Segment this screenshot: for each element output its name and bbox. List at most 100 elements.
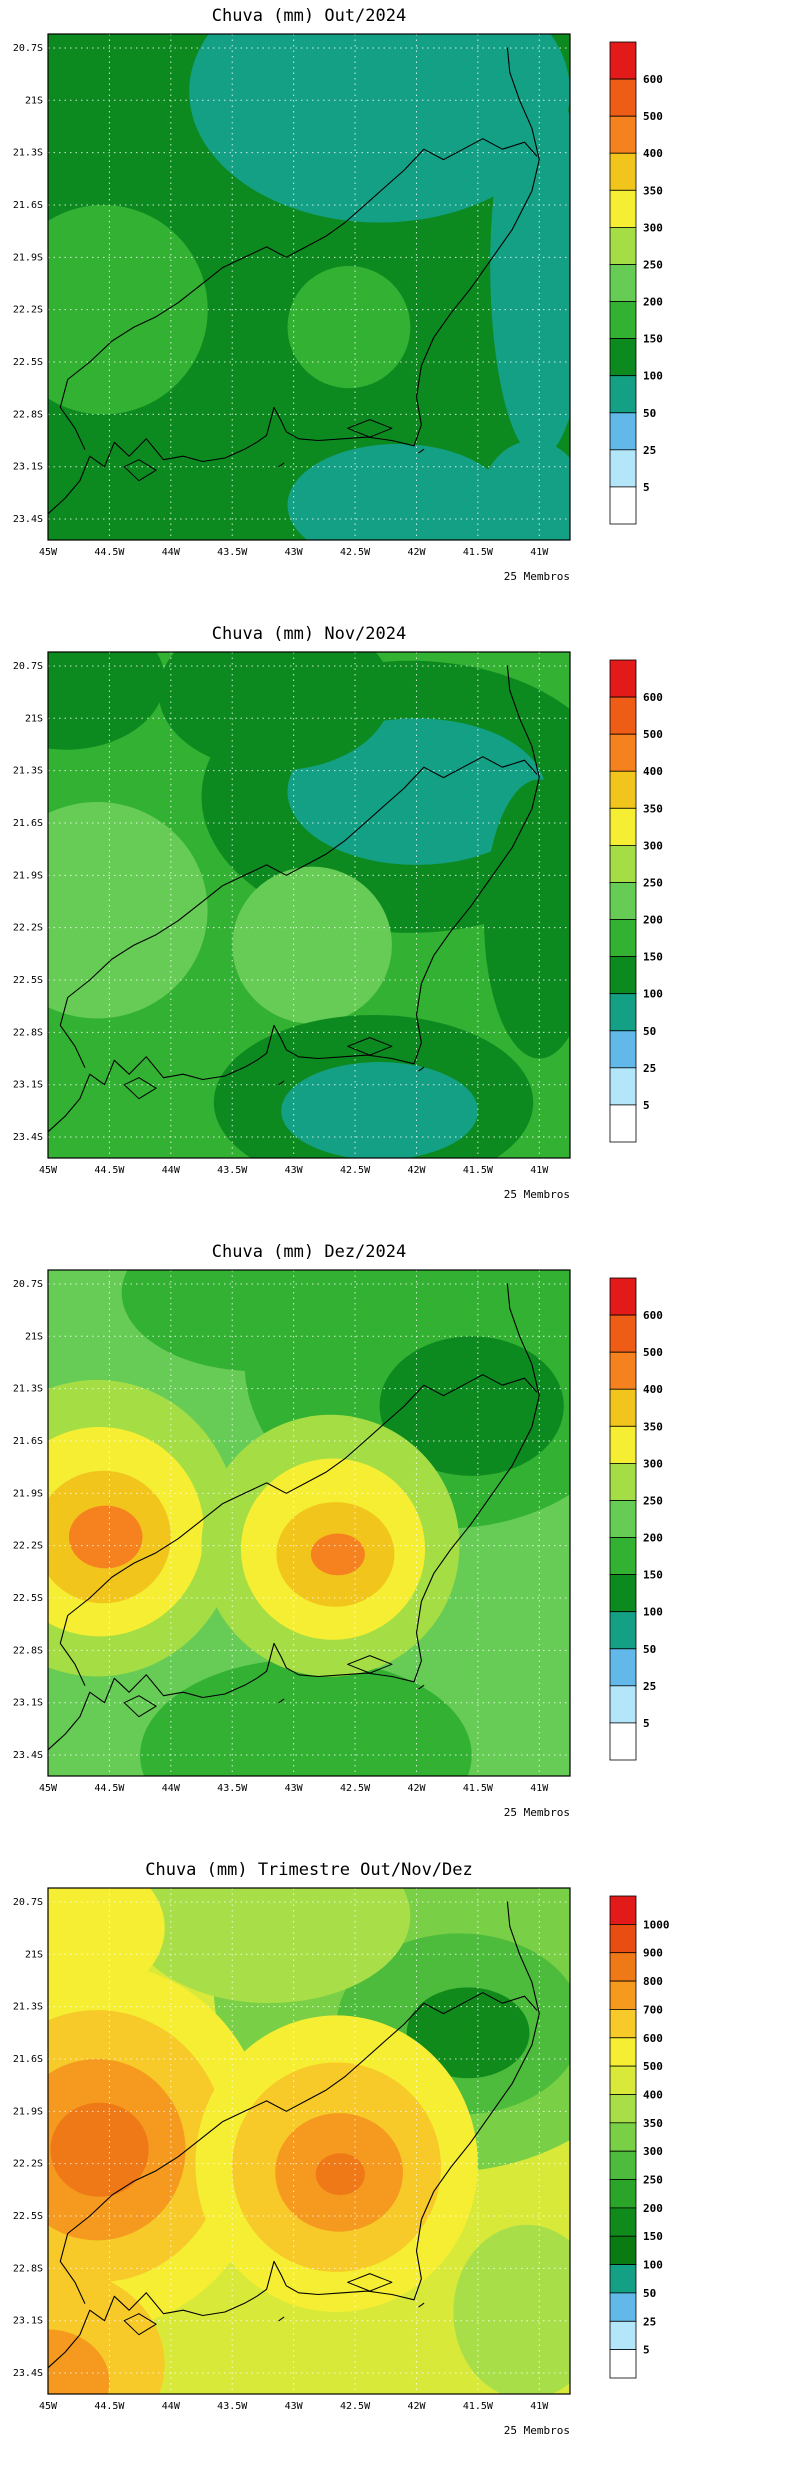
- lon-axis-labels: 45W 44.5W 44W 43.5W 43W 42.5W 42W 41.5W 41W: [39, 1165, 549, 1176]
- svg-text:25: 25: [643, 2315, 656, 2328]
- svg-text:22.5S: 22.5S: [13, 2211, 43, 2222]
- svg-text:21S: 21S: [25, 1331, 43, 1342]
- svg-text:21.3S: 21.3S: [13, 148, 43, 159]
- svg-text:43W: 43W: [285, 2401, 304, 2412]
- svg-text:44.5W: 44.5W: [94, 2401, 125, 2412]
- svg-text:20.7S: 20.7S: [13, 1279, 43, 1290]
- svg-text:44.5W: 44.5W: [94, 1783, 125, 1794]
- svg-text:200: 200: [643, 2202, 663, 2215]
- lat-axis-labels: 20.7S 21S 21.3S 21.6S 21.9S 22.2S 22.5S 22.8S 23…: [13, 1279, 43, 1761]
- colorbar: [609, 1895, 637, 2379]
- svg-text:21.9S: 21.9S: [13, 2106, 43, 2117]
- panel-title-nov-2024: Chuva (mm) Nov/2024: [211, 624, 407, 644]
- svg-text:25: 25: [643, 1680, 656, 1693]
- coastline: [48, 665, 540, 1133]
- svg-text:22.8S: 22.8S: [13, 1645, 43, 1656]
- svg-text:21.3S: 21.3S: [13, 766, 43, 777]
- members-label: 25 Membros: [504, 2424, 570, 2437]
- svg-text:45W: 45W: [39, 547, 58, 558]
- svg-text:300: 300: [643, 2145, 663, 2158]
- precip-field: [48, 652, 570, 1158]
- coastline: [48, 1283, 540, 1751]
- svg-text:700: 700: [643, 2003, 663, 2016]
- map-frame: [47, 651, 571, 1159]
- svg-text:21.6S: 21.6S: [13, 818, 43, 829]
- svg-text:21.6S: 21.6S: [13, 1436, 43, 1447]
- svg-text:44W: 44W: [162, 1783, 181, 1794]
- svg-text:42W: 42W: [407, 547, 426, 558]
- svg-text:21S: 21S: [25, 1949, 43, 1960]
- svg-text:21.9S: 21.9S: [13, 252, 43, 263]
- svg-text:22.5S: 22.5S: [13, 975, 43, 986]
- precip-map-out-2024: 20.7S 21S 21.3S 21.6S 21.9S 22.2S 22.5S 22.8S 23…: [10, 30, 790, 616]
- svg-text:22.5S: 22.5S: [13, 357, 43, 368]
- svg-text:22.8S: 22.8S: [13, 409, 43, 420]
- svg-text:23.4S: 23.4S: [13, 1750, 43, 1761]
- svg-text:41.5W: 41.5W: [463, 1165, 494, 1176]
- svg-text:43.5W: 43.5W: [217, 547, 248, 558]
- svg-text:44W: 44W: [162, 1165, 181, 1176]
- map-frame: [47, 33, 571, 541]
- svg-text:50: 50: [643, 1643, 656, 1656]
- precip-map-nov-2024: 20.7S 21S 21.3S 21.6S 21.9S 22.2S 22.5S 22.8S 23…: [10, 648, 790, 1234]
- svg-text:5: 5: [643, 481, 650, 494]
- graticule: [48, 652, 570, 1158]
- lat-axis-labels: 20.7S 21S 21.3S 21.6S 21.9S 22.2S 22.5S 22.8S 23…: [13, 43, 43, 525]
- map-frame: [47, 1269, 571, 1777]
- panel-chuva-dez-2024: Chuva (mm) Dez/2024 20.7S 21S 21.3S 21.6S 21…: [0, 1236, 800, 1854]
- svg-text:300: 300: [643, 839, 663, 852]
- precip-field: [48, 1888, 570, 2394]
- map-figure-nov-2024: 20.7S 21S 21.3S 21.6S 21.9S 22.2S 22.5S 22.8S 23…: [13, 651, 663, 1201]
- svg-text:25: 25: [643, 1062, 656, 1075]
- svg-text:21.9S: 21.9S: [13, 1488, 43, 1499]
- svg-text:600: 600: [643, 73, 663, 86]
- colorbar-labels: 600 500 400 350 300 250 200 150 100 50 25 5: [643, 691, 663, 1112]
- coastline: [48, 1901, 540, 2369]
- colorbar: [609, 41, 637, 525]
- precip-map-trimestre: 20.7S 21S 21.3S 21.6S 21.9S 22.2S 22.5S 22.8S 23…: [10, 1884, 790, 2470]
- svg-text:23.1S: 23.1S: [13, 1080, 43, 1091]
- svg-text:250: 250: [643, 876, 663, 889]
- svg-text:600: 600: [643, 691, 663, 704]
- svg-text:43W: 43W: [285, 1165, 304, 1176]
- precip-map-trimestre-dez-2024: 20.7S 21S 21.3S 21.6S 21.9S 22.2S 22.5S 22.8S 23…: [10, 1266, 790, 1852]
- svg-text:22.2S: 22.2S: [13, 2159, 43, 2170]
- members-label: 25 Membros: [504, 1806, 570, 1819]
- svg-text:23.1S: 23.1S: [13, 2316, 43, 2327]
- svg-text:50: 50: [643, 1025, 656, 1038]
- members-label: 25 Membros: [504, 570, 570, 583]
- svg-text:41W: 41W: [530, 2401, 549, 2412]
- svg-text:600: 600: [643, 1309, 663, 1322]
- svg-text:400: 400: [643, 147, 663, 160]
- svg-text:42.5W: 42.5W: [340, 547, 371, 558]
- map-frame: [47, 1887, 571, 2395]
- svg-text:41W: 41W: [530, 547, 549, 558]
- svg-text:43W: 43W: [285, 1783, 304, 1794]
- svg-text:45W: 45W: [39, 1165, 58, 1176]
- graticule: [48, 34, 570, 540]
- svg-text:20.7S: 20.7S: [13, 43, 43, 54]
- svg-text:43.5W: 43.5W: [217, 1165, 248, 1176]
- panel-chuva-trimestre: Chuva (mm) Trimestre Out/Nov/Dez 20.7S 21…: [0, 1854, 800, 2472]
- svg-text:44W: 44W: [162, 547, 181, 558]
- svg-text:400: 400: [643, 1383, 663, 1396]
- svg-text:300: 300: [643, 1457, 663, 1470]
- panel-chuva-out-2024: Chuva (mm) Out/2024 20.7S 21S 21.3S 21.6S 21…: [0, 0, 800, 618]
- map-figure-trimestre-out-nov-dez: 20.7S 21S 21.3S 21.6S 21.9S 22.2S 22.5S 22.8S 23…: [13, 1887, 670, 2437]
- panel-chuva-nov-2024: Chuva (mm) Nov/2024 20.7S 21S 21.3S 21.6S 21…: [0, 618, 800, 1236]
- svg-text:200: 200: [643, 296, 663, 309]
- svg-text:150: 150: [643, 333, 663, 346]
- svg-text:5: 5: [643, 2344, 650, 2357]
- svg-text:23.1S: 23.1S: [13, 462, 43, 473]
- map-figure-out-2024: 20.7S 21S 21.3S 21.6S 21.9S 22.2S 22.5S 22.8S 23…: [13, 33, 663, 583]
- colorbar: [609, 659, 637, 1143]
- colorbar-labels: 600 500 400 350 300 250 200 150 100 50 25 5: [643, 1309, 663, 1730]
- svg-text:500: 500: [643, 110, 663, 123]
- svg-text:41.5W: 41.5W: [463, 1783, 494, 1794]
- svg-text:42.5W: 42.5W: [340, 2401, 371, 2412]
- svg-text:21.6S: 21.6S: [13, 2054, 43, 2065]
- svg-text:42.5W: 42.5W: [340, 1783, 371, 1794]
- svg-text:800: 800: [643, 1975, 663, 1988]
- svg-text:41W: 41W: [530, 1783, 549, 1794]
